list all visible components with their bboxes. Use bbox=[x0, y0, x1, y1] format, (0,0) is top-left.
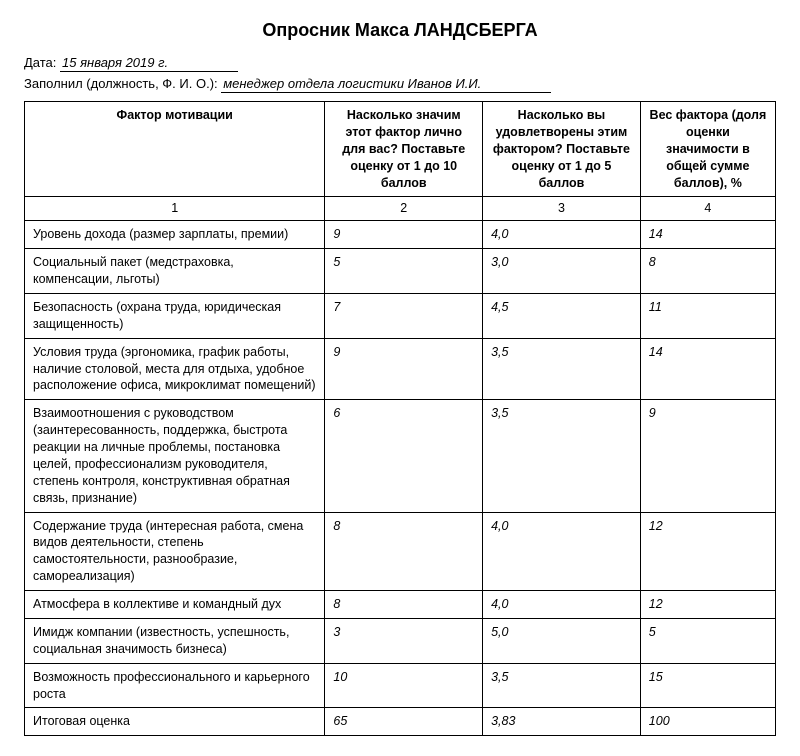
cell-satisfaction: 3,5 bbox=[483, 338, 641, 400]
header-importance: Насколько значим этот фактор лично для в… bbox=[325, 102, 483, 197]
cell-satisfaction: 4,5 bbox=[483, 293, 641, 338]
table-row: Уровень дохода (размер зарплаты, премии)… bbox=[25, 221, 776, 249]
questionnaire-table: Фактор мотивации Насколько значим этот ф… bbox=[24, 101, 776, 736]
table-row: Имидж компании (известность, успешность,… bbox=[25, 618, 776, 663]
cell-factor: Взаимоотношения с руководством (заинтере… bbox=[25, 400, 325, 512]
column-number-row: 1 2 3 4 bbox=[25, 197, 776, 221]
cell-weight: 100 bbox=[640, 708, 775, 736]
cell-satisfaction: 5,0 bbox=[483, 618, 641, 663]
table-row: Социальный пакет (медстраховка, компенса… bbox=[25, 249, 776, 294]
filled-value: менеджер отдела логистики Иванов И.И. bbox=[221, 76, 551, 93]
cell-satisfaction: 4,0 bbox=[483, 591, 641, 619]
cell-factor: Имидж компании (известность, успешность,… bbox=[25, 618, 325, 663]
header-row: Фактор мотивации Насколько значим этот ф… bbox=[25, 102, 776, 197]
date-label: Дата: bbox=[24, 55, 56, 70]
cell-importance: 5 bbox=[325, 249, 483, 294]
cell-weight: 5 bbox=[640, 618, 775, 663]
colnum-4: 4 bbox=[640, 197, 775, 221]
cell-factor: Социальный пакет (медстраховка, компенса… bbox=[25, 249, 325, 294]
filled-label: Заполнил (должность, Ф. И. О.): bbox=[24, 76, 218, 91]
meta-date: Дата: 15 января 2019 г. bbox=[24, 55, 776, 70]
cell-importance: 9 bbox=[325, 338, 483, 400]
cell-importance: 3 bbox=[325, 618, 483, 663]
date-value: 15 января 2019 г. bbox=[60, 55, 238, 72]
meta-filled: Заполнил (должность, Ф. И. О.): менеджер… bbox=[24, 76, 776, 91]
cell-weight: 12 bbox=[640, 591, 775, 619]
cell-importance: 7 bbox=[325, 293, 483, 338]
colnum-3: 3 bbox=[483, 197, 641, 221]
cell-factor: Атмосфера в коллективе и командный дух bbox=[25, 591, 325, 619]
cell-importance: 8 bbox=[325, 512, 483, 591]
cell-satisfaction: 3,0 bbox=[483, 249, 641, 294]
cell-importance: 65 bbox=[325, 708, 483, 736]
cell-satisfaction: 4,0 bbox=[483, 221, 641, 249]
cell-factor: Возможность профессионального и карьерно… bbox=[25, 663, 325, 708]
cell-satisfaction: 3,5 bbox=[483, 663, 641, 708]
table-row: Итоговая оценка653,83100 bbox=[25, 708, 776, 736]
cell-factor: Условия труда (эргономика, график работы… bbox=[25, 338, 325, 400]
cell-weight: 15 bbox=[640, 663, 775, 708]
cell-factor: Безопасность (охрана труда, юридическая … bbox=[25, 293, 325, 338]
cell-weight: 9 bbox=[640, 400, 775, 512]
cell-factor: Уровень дохода (размер зарплаты, премии) bbox=[25, 221, 325, 249]
table-row: Возможность профессионального и карьерно… bbox=[25, 663, 776, 708]
table-row: Атмосфера в коллективе и командный дух84… bbox=[25, 591, 776, 619]
colnum-2: 2 bbox=[325, 197, 483, 221]
cell-satisfaction: 3,5 bbox=[483, 400, 641, 512]
table-row: Содержание труда (интересная работа, сме… bbox=[25, 512, 776, 591]
cell-factor: Итоговая оценка bbox=[25, 708, 325, 736]
header-satisfaction: Насколько вы удовлетворены этим фактором… bbox=[483, 102, 641, 197]
cell-factor: Содержание труда (интересная работа, сме… bbox=[25, 512, 325, 591]
page-title: Опросник Макса ЛАНДСБЕРГА bbox=[24, 20, 776, 41]
table-row: Безопасность (охрана труда, юридическая … bbox=[25, 293, 776, 338]
table-row: Взаимоотношения с руководством (заинтере… bbox=[25, 400, 776, 512]
cell-weight: 14 bbox=[640, 338, 775, 400]
cell-importance: 6 bbox=[325, 400, 483, 512]
cell-satisfaction: 3,83 bbox=[483, 708, 641, 736]
cell-importance: 10 bbox=[325, 663, 483, 708]
cell-importance: 8 bbox=[325, 591, 483, 619]
colnum-1: 1 bbox=[25, 197, 325, 221]
cell-weight: 12 bbox=[640, 512, 775, 591]
cell-weight: 8 bbox=[640, 249, 775, 294]
table-row: Условия труда (эргономика, график работы… bbox=[25, 338, 776, 400]
header-weight: Вес фактора (доля оценки значимости в об… bbox=[640, 102, 775, 197]
cell-weight: 11 bbox=[640, 293, 775, 338]
cell-importance: 9 bbox=[325, 221, 483, 249]
header-factor: Фактор мотивации bbox=[25, 102, 325, 197]
cell-weight: 14 bbox=[640, 221, 775, 249]
cell-satisfaction: 4,0 bbox=[483, 512, 641, 591]
